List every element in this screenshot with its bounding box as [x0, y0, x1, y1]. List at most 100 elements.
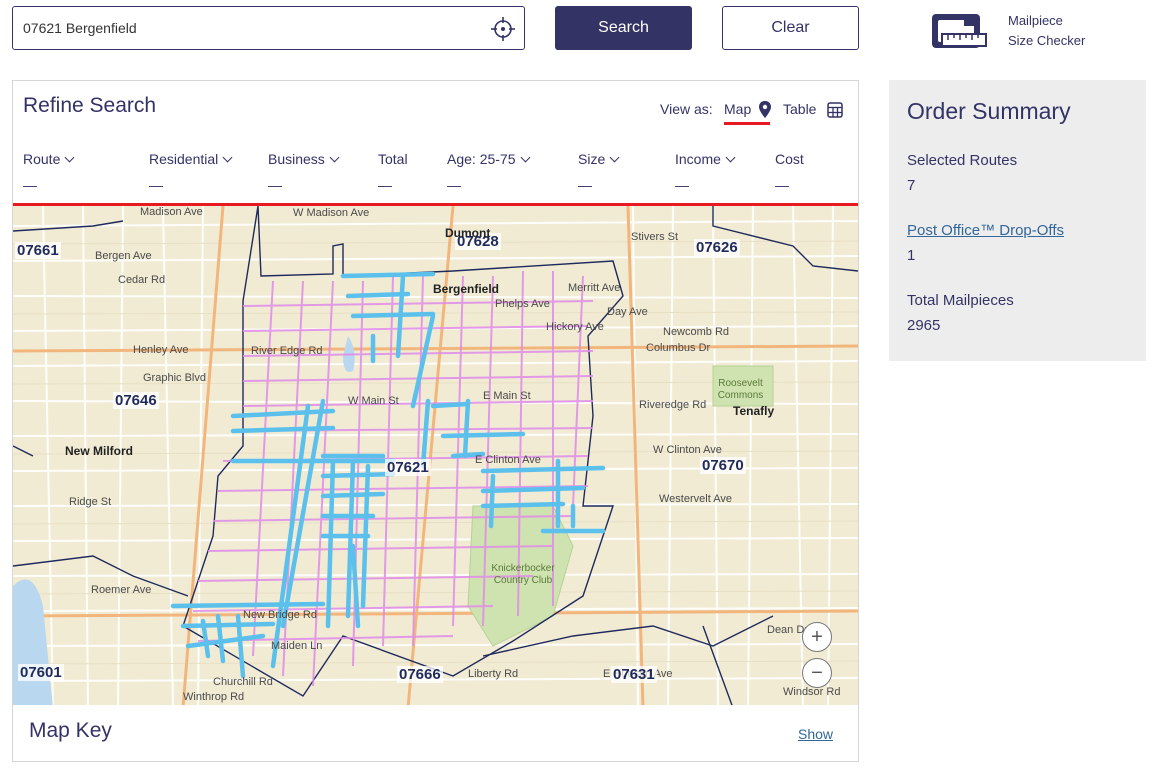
mailpiece-size-checker-label: Mailpiece Size Checker: [1008, 11, 1085, 51]
residential-value: —: [149, 177, 163, 193]
filter-route-label: Route: [23, 151, 61, 167]
table-grid-icon: [827, 102, 843, 118]
refine-search-title: Refine Search: [23, 94, 157, 117]
park-label: Roosevelt Commons: [717, 378, 764, 401]
search-button[interactable]: Search: [555, 6, 692, 50]
map-pin-icon: [759, 101, 771, 118]
street-label: Winthrop Rd: [183, 691, 245, 703]
filter-route[interactable]: Route: [23, 151, 75, 167]
filter-cost: Cost: [775, 151, 804, 167]
chevron-down-icon: [609, 152, 620, 163]
street-label: Ridge St: [69, 496, 112, 508]
mailpiece-size-checker-link[interactable]: Mailpiece Size Checker: [928, 8, 1128, 56]
mailpiece-ruler-icon: [932, 14, 987, 48]
chevron-down-icon: [520, 152, 530, 163]
street-label: Riveredge Rd: [639, 399, 707, 411]
filter-residential[interactable]: Residential: [149, 151, 233, 167]
total-mailpieces-value: 2965: [907, 317, 941, 334]
filter-cost-label: Cost: [775, 151, 804, 167]
street-label: Roemer Ave: [91, 584, 152, 596]
zoom-out-button[interactable]: −: [802, 658, 832, 688]
filter-income[interactable]: Income: [675, 151, 736, 167]
zip-label: 07631: [611, 666, 657, 683]
park-label: Knickerbocker Country Club: [491, 563, 555, 586]
view-map-label: Map: [724, 101, 752, 117]
locate-crosshair-icon[interactable]: [490, 16, 516, 42]
filter-business-label: Business: [268, 151, 325, 167]
business-value: —: [268, 177, 282, 193]
age-value: —: [447, 177, 461, 193]
town-label: Bergenfield: [433, 282, 500, 296]
zip-label: 07601: [18, 664, 64, 681]
order-summary-title: Order Summary: [907, 98, 1071, 124]
filter-income-label: Income: [675, 151, 721, 167]
street-label: Newcomb Rd: [663, 326, 730, 338]
street-label: Cedar Rd: [118, 274, 166, 286]
street-label: River Edge Rd: [251, 345, 323, 357]
filter-age[interactable]: Age: 25-75: [447, 151, 530, 167]
refine-search-panel: Refine Search View as: Map Table Route R…: [12, 80, 859, 762]
street-label: Phelps Ave: [495, 298, 550, 310]
street-label: W Madison Ave: [293, 207, 370, 219]
street-label: Bergen Ave: [95, 250, 152, 262]
street-label: Henley Ave: [133, 344, 189, 356]
view-table-label: Table: [783, 101, 817, 117]
town-label: Dumont: [445, 226, 491, 240]
zip-label: 07628: [455, 233, 501, 250]
view-map-tab[interactable]: Map: [724, 101, 772, 125]
street-label: E Clinton Ave: [475, 454, 541, 466]
map-key-show-link[interactable]: Show: [798, 726, 834, 742]
street-label: Churchill Rd: [213, 676, 273, 688]
zip-label: 07670: [700, 457, 746, 474]
order-summary-panel: Order Summary Selected Routes 7 Post Off…: [889, 80, 1146, 361]
street-label: Liberty Rd: [468, 668, 519, 680]
view-as-label: View as:: [660, 101, 713, 117]
clear-button[interactable]: Clear: [722, 6, 859, 50]
street-label: Day Ave: [607, 306, 648, 318]
selected-routes-label: Selected Routes: [907, 152, 1018, 169]
filter-size[interactable]: Size: [578, 151, 620, 167]
filter-business[interactable]: Business: [268, 151, 340, 167]
street-label: Columbus Dr: [646, 342, 711, 354]
drop-offs-value: 1: [907, 247, 916, 264]
route-map[interactable]: Madison Ave W Madison Ave Bergen Ave Ced…: [13, 203, 858, 705]
total-mailpieces-label: Total Mailpieces: [907, 292, 1014, 309]
street-label: W Clinton Ave: [653, 444, 722, 456]
filter-age-label: Age: 25-75: [447, 151, 516, 167]
town-label: New Milford: [65, 444, 133, 458]
drop-offs-link[interactable]: Post Office™ Drop-Offs: [907, 222, 1064, 239]
selected-routes-value: 7: [907, 177, 916, 194]
map-key-title: Map Key: [29, 719, 112, 742]
map-canvas: [13, 206, 858, 705]
zip-label: 07621: [385, 459, 431, 476]
street-label: W Main St: [348, 395, 399, 407]
zip-label: 07661: [15, 242, 61, 259]
checker-line2: Size Checker: [1008, 33, 1086, 48]
town-label: Tenafly: [733, 404, 775, 418]
zoom-in-button[interactable]: +: [802, 622, 832, 652]
income-value: —: [675, 177, 689, 193]
active-tab-underline: [724, 122, 770, 125]
zip-label: 07666: [397, 666, 443, 683]
street-label: Dean Dr: [767, 624, 808, 636]
cost-value: —: [775, 177, 789, 193]
street-label: New Bridge Rd: [243, 609, 317, 621]
street-label: Hickory Ave: [546, 321, 604, 333]
street-label: Graphic Blvd: [143, 372, 206, 384]
chevron-down-icon: [222, 152, 233, 163]
filter-size-label: Size: [578, 151, 606, 167]
filter-total: Total: [378, 151, 408, 167]
size-value: —: [578, 177, 592, 193]
chevron-down-icon: [329, 152, 340, 163]
street-label: Maiden Ln: [271, 640, 323, 652]
checker-line1: Mailpiece: [1008, 13, 1063, 28]
view-table-tab[interactable]: Table: [783, 101, 845, 121]
street-label: Westervelt Ave: [659, 493, 732, 505]
zip-label: 07626: [694, 239, 740, 256]
search-field[interactable]: [12, 6, 525, 50]
total-value: —: [378, 177, 392, 193]
zip-label: 07646: [113, 392, 159, 409]
search-input[interactable]: [23, 7, 473, 49]
street-label: E Main St: [483, 390, 531, 402]
route-value: —: [23, 177, 37, 193]
